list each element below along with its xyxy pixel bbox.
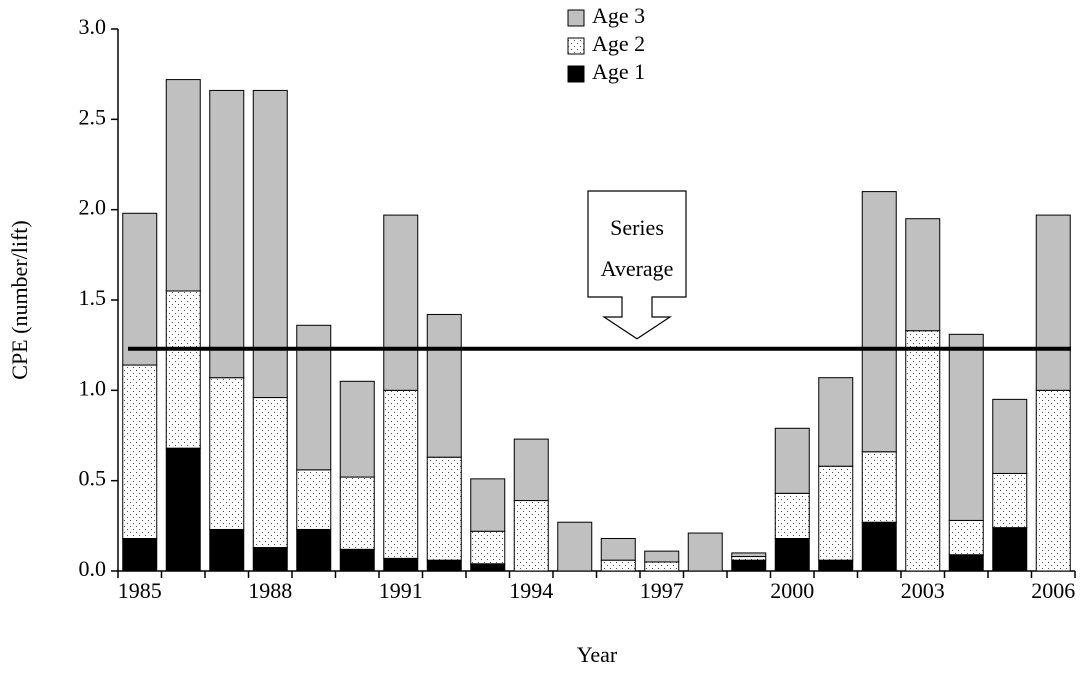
- bar-segment: [383, 389, 419, 559]
- bar-segment: [644, 561, 680, 572]
- y-tick-label: 1.0: [79, 375, 107, 400]
- legend-label: Age 1: [592, 59, 645, 84]
- bar-segment: [252, 89, 288, 399]
- bar-segment: [861, 521, 897, 572]
- bar-segment: [948, 333, 984, 521]
- bar-segment: [122, 212, 158, 366]
- x-axis-label: Year: [577, 642, 618, 667]
- y-tick-label: 0.5: [79, 466, 107, 491]
- bar-segment: [774, 492, 810, 539]
- bar-segment: [426, 313, 462, 458]
- bar-segment: [774, 537, 810, 572]
- bar-segment: [122, 364, 158, 539]
- bar-segment: [165, 447, 201, 572]
- bar-segment: [339, 548, 375, 572]
- legend-label: Age 2: [592, 31, 645, 56]
- bar-segment: [600, 537, 636, 561]
- bar-segment: [209, 528, 245, 572]
- bar-segment: [252, 547, 288, 572]
- bar-segment: [1035, 389, 1071, 572]
- y-tick-label: 0.0: [79, 556, 107, 581]
- bar-segment: [209, 377, 245, 530]
- legend-label: Age 3: [592, 3, 645, 28]
- bar-segment: [948, 554, 984, 572]
- bar-segment: [1035, 214, 1071, 391]
- x-tick-label: 1988: [248, 578, 292, 603]
- bar-segment: [731, 559, 767, 572]
- y-tick-label: 1.5: [79, 285, 107, 310]
- bar-segment: [470, 563, 506, 572]
- bar-segment: [774, 427, 810, 494]
- bar-segment: [122, 537, 158, 572]
- bar-segment: [165, 290, 201, 449]
- x-tick-label: 2006: [1031, 578, 1075, 603]
- y-tick-label: 2.5: [79, 104, 107, 129]
- bar-segment: [513, 500, 549, 572]
- x-tick-label: 2000: [770, 578, 814, 603]
- bar-segment: [644, 550, 680, 563]
- bar-segment: [296, 469, 332, 530]
- bar-segment: [165, 79, 201, 292]
- bar-segment: [339, 476, 375, 550]
- x-tick-label: 1994: [509, 578, 553, 603]
- bar-segment: [818, 465, 854, 561]
- bar-segment: [818, 377, 854, 467]
- annotation-text: Average: [601, 256, 674, 281]
- y-axis-label: CPE (number/lift): [7, 220, 32, 379]
- x-tick-label: 1997: [640, 578, 684, 603]
- bar-segment: [905, 218, 941, 332]
- bar-segment: [209, 89, 245, 379]
- bar-segment: [948, 519, 984, 556]
- bar-segment: [470, 530, 506, 565]
- x-tick-label: 1991: [379, 578, 423, 603]
- x-tick-label: 1985: [118, 578, 162, 603]
- bar-segment: [557, 521, 593, 572]
- bar-segment: [470, 478, 506, 532]
- bar-segment: [731, 556, 767, 561]
- bar-segment: [861, 451, 897, 523]
- bar-segment: [600, 559, 636, 572]
- bar-segment: [992, 398, 1028, 474]
- y-tick-label: 2.0: [79, 195, 107, 220]
- bar-segment: [252, 397, 288, 549]
- bar-segment: [992, 472, 1028, 529]
- bar-segment: [687, 532, 723, 572]
- bar-segment: [339, 380, 375, 478]
- bar-segment: [426, 456, 462, 561]
- legend-swatch: [567, 37, 585, 55]
- bar-segment: [383, 557, 419, 572]
- annotation-text: Series: [610, 215, 664, 240]
- annotation-arrow: [587, 190, 687, 340]
- legend-swatch: [567, 65, 585, 83]
- legend-swatch: [567, 9, 585, 27]
- bar-segment: [426, 559, 462, 572]
- bar-segment: [905, 330, 941, 572]
- bar-segment: [731, 552, 767, 558]
- bar-segment: [992, 527, 1028, 572]
- bar-segment: [383, 214, 419, 391]
- bar-segment: [513, 438, 549, 502]
- bar-segment: [296, 528, 332, 572]
- bar-segment: [818, 559, 854, 572]
- y-tick-label: 3.0: [79, 14, 107, 39]
- bar-segment: [861, 191, 897, 453]
- x-tick-label: 2003: [901, 578, 945, 603]
